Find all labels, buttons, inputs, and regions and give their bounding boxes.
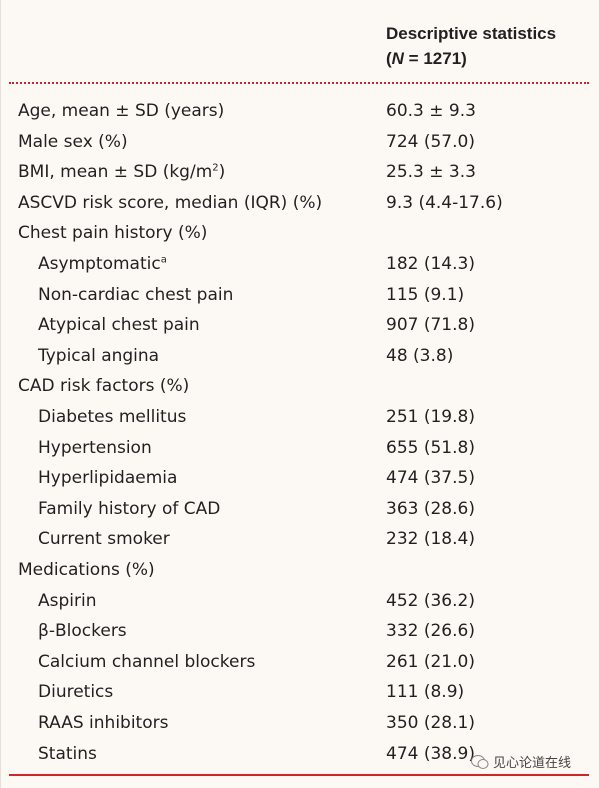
row-value: 9.3 (4.4-17.6) bbox=[386, 192, 503, 213]
sub-row-label: Atypical chest pain bbox=[38, 315, 200, 335]
row-value: 907 (71.8) bbox=[386, 315, 475, 336]
row-value: 474 (38.9) bbox=[386, 743, 475, 764]
label-text: Age, mean ± SD (years) bbox=[18, 101, 225, 121]
row-label: BMI, mean ± SD (kg/m2) bbox=[18, 162, 225, 182]
bottom-rule bbox=[9, 774, 589, 776]
sub-row-label: Hyperlipidaemia bbox=[38, 468, 177, 488]
label-text: Medications (%) bbox=[18, 560, 155, 580]
row-label: CAD risk factors (%) bbox=[18, 376, 189, 396]
label-text: Diuretics bbox=[38, 682, 114, 703]
label-text: Family history of CAD bbox=[38, 498, 221, 519]
label-text: Male sex (%) bbox=[18, 131, 128, 152]
row-label: ASCVD risk score, median (IQR) (%) bbox=[18, 193, 322, 213]
row-value: 48 (3.8) bbox=[386, 345, 454, 366]
row-value: 60.3 ± 9.3 bbox=[386, 101, 476, 121]
row-label: Age, mean ± SD (years) bbox=[18, 101, 224, 121]
row-value: 111 (8.9) bbox=[386, 682, 465, 703]
label-end: ) bbox=[218, 162, 226, 183]
row-label: Chest pain history (%) bbox=[18, 223, 207, 243]
row-value: 25.3 ± 3.3 bbox=[386, 162, 476, 183]
sub-row-label: Diabetes mellitus bbox=[38, 407, 186, 427]
header-title: Descriptive statistics bbox=[386, 24, 557, 43]
sub-row-label: Aspirin bbox=[38, 591, 97, 611]
subtitle-open: ( bbox=[386, 49, 392, 68]
row-value: 332 (26.6) bbox=[386, 621, 475, 642]
sub-row-label: Diuretics bbox=[38, 682, 113, 702]
label-text: Hypertension bbox=[38, 437, 152, 458]
label-text: BMI, mean ± SD (kg/m bbox=[18, 162, 213, 183]
sub-row-label: Current smoker bbox=[38, 529, 170, 549]
subtitle-rest: = 1271) bbox=[403, 49, 467, 68]
row-value: 251 (19.8) bbox=[386, 407, 475, 427]
row-value: 452 (36.2) bbox=[386, 590, 475, 611]
sub-row-label: Typical angina bbox=[38, 346, 159, 366]
label-text: Chest pain history (%) bbox=[18, 223, 208, 244]
dotted-rule bbox=[9, 82, 589, 84]
label-superscript: 2 bbox=[212, 162, 219, 174]
label-text: Statins bbox=[38, 743, 97, 764]
label-text: Hyperlipidaemia bbox=[38, 468, 178, 489]
sub-row-label: RAAS inhibitors bbox=[38, 713, 168, 733]
watermark-text: 见心论道在线 bbox=[493, 756, 572, 771]
row-label: Medications (%) bbox=[18, 560, 155, 580]
sub-row-label: Family history of CAD bbox=[38, 499, 220, 519]
row-label: Male sex (%) bbox=[18, 132, 128, 152]
label-text: RAAS inhibitors bbox=[38, 713, 169, 733]
row-value: 350 (28.1) bbox=[386, 713, 475, 733]
label-text: Non-cardiac chest pain bbox=[38, 284, 234, 305]
row-value: 655 (51.8) bbox=[386, 437, 475, 458]
row-value: 232 (18.4) bbox=[386, 529, 475, 550]
label-text: Atypical chest pain bbox=[38, 315, 200, 336]
sub-row-label: Hypertension bbox=[38, 438, 152, 458]
sub-row-label: Non-cardiac chest pain bbox=[38, 285, 233, 305]
label-text: Aspirin bbox=[38, 590, 97, 611]
row-value: 182 (14.3) bbox=[386, 254, 475, 274]
sub-row-label: β-Blockers bbox=[38, 621, 127, 641]
label-text: Asymptomatic bbox=[38, 254, 161, 274]
sub-row-label: Asymptomatica bbox=[38, 254, 167, 274]
label-superscript: a bbox=[160, 254, 167, 266]
label-text: ASCVD risk score, median (IQR) (%) bbox=[18, 192, 323, 213]
row-value: 474 (37.5) bbox=[386, 468, 475, 489]
label-text: Calcium channel blockers bbox=[38, 651, 256, 672]
subtitle-symbol: N bbox=[391, 49, 404, 68]
label-text: Diabetes mellitus bbox=[38, 407, 187, 427]
label-text: CAD risk factors (%) bbox=[18, 376, 190, 397]
row-value: 261 (21.0) bbox=[386, 651, 475, 672]
sub-row-label: Calcium channel blockers bbox=[38, 652, 255, 672]
header-subtitle: (N = 1271) bbox=[386, 49, 467, 69]
label-text: Current smoker bbox=[38, 529, 170, 550]
row-value: 724 (57.0) bbox=[386, 131, 475, 152]
sub-row-label: Statins bbox=[38, 744, 97, 764]
watermark-icon bbox=[471, 754, 489, 769]
row-value: 363 (28.6) bbox=[386, 498, 475, 519]
label-text: Typical angina bbox=[38, 345, 160, 366]
label-text: β-Blockers bbox=[38, 621, 127, 642]
row-value: 115 (9.1) bbox=[386, 284, 465, 305]
watermark: 见心论道在线 bbox=[471, 752, 571, 771]
